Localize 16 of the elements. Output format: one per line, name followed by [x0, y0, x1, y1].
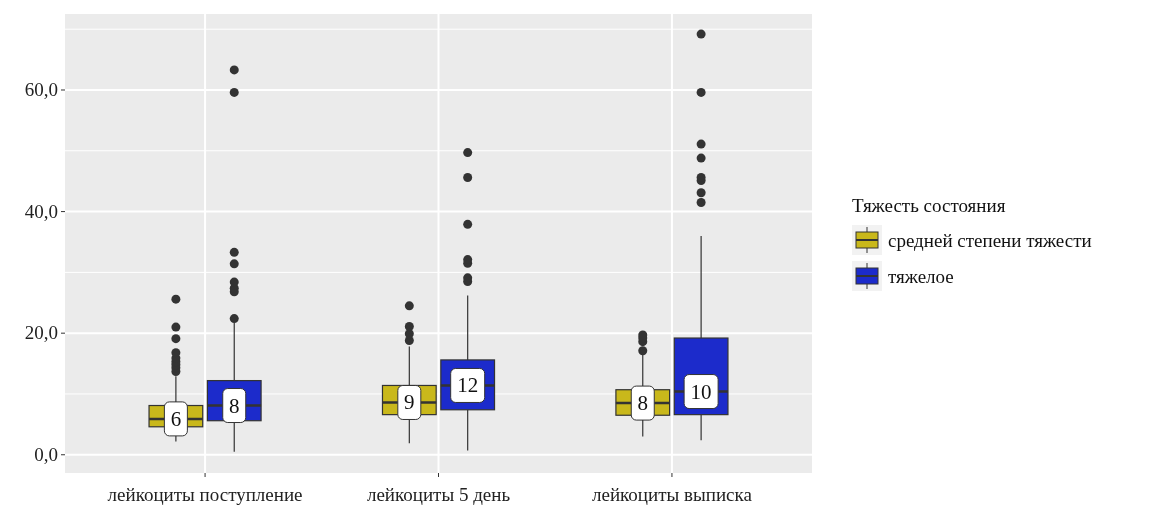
text: 12 — [457, 373, 479, 398]
legend-label: средней степени тяжести — [888, 230, 1092, 251]
y-tick-label: 60,0 — [24, 78, 58, 100]
x-tick-label: лейкоциты поступление — [107, 484, 303, 505]
x-tick-label: лейкоциты выписка — [591, 484, 753, 505]
text: 8 — [228, 393, 240, 418]
legend-title: Тяжесть состояния — [852, 195, 1006, 216]
text: 6 — [170, 406, 182, 431]
text: 9 — [404, 390, 415, 415]
y-tick-label: 0,0 — [34, 443, 58, 465]
legend-label: тяжелое — [888, 266, 954, 287]
y-tick-label: 40,0 — [24, 200, 58, 222]
y-tick-label: 20,0 — [24, 322, 58, 344]
x-tick-label: лейкоциты 5 день — [366, 484, 511, 505]
text: 10 — [690, 379, 712, 404]
text: 8 — [637, 391, 649, 416]
